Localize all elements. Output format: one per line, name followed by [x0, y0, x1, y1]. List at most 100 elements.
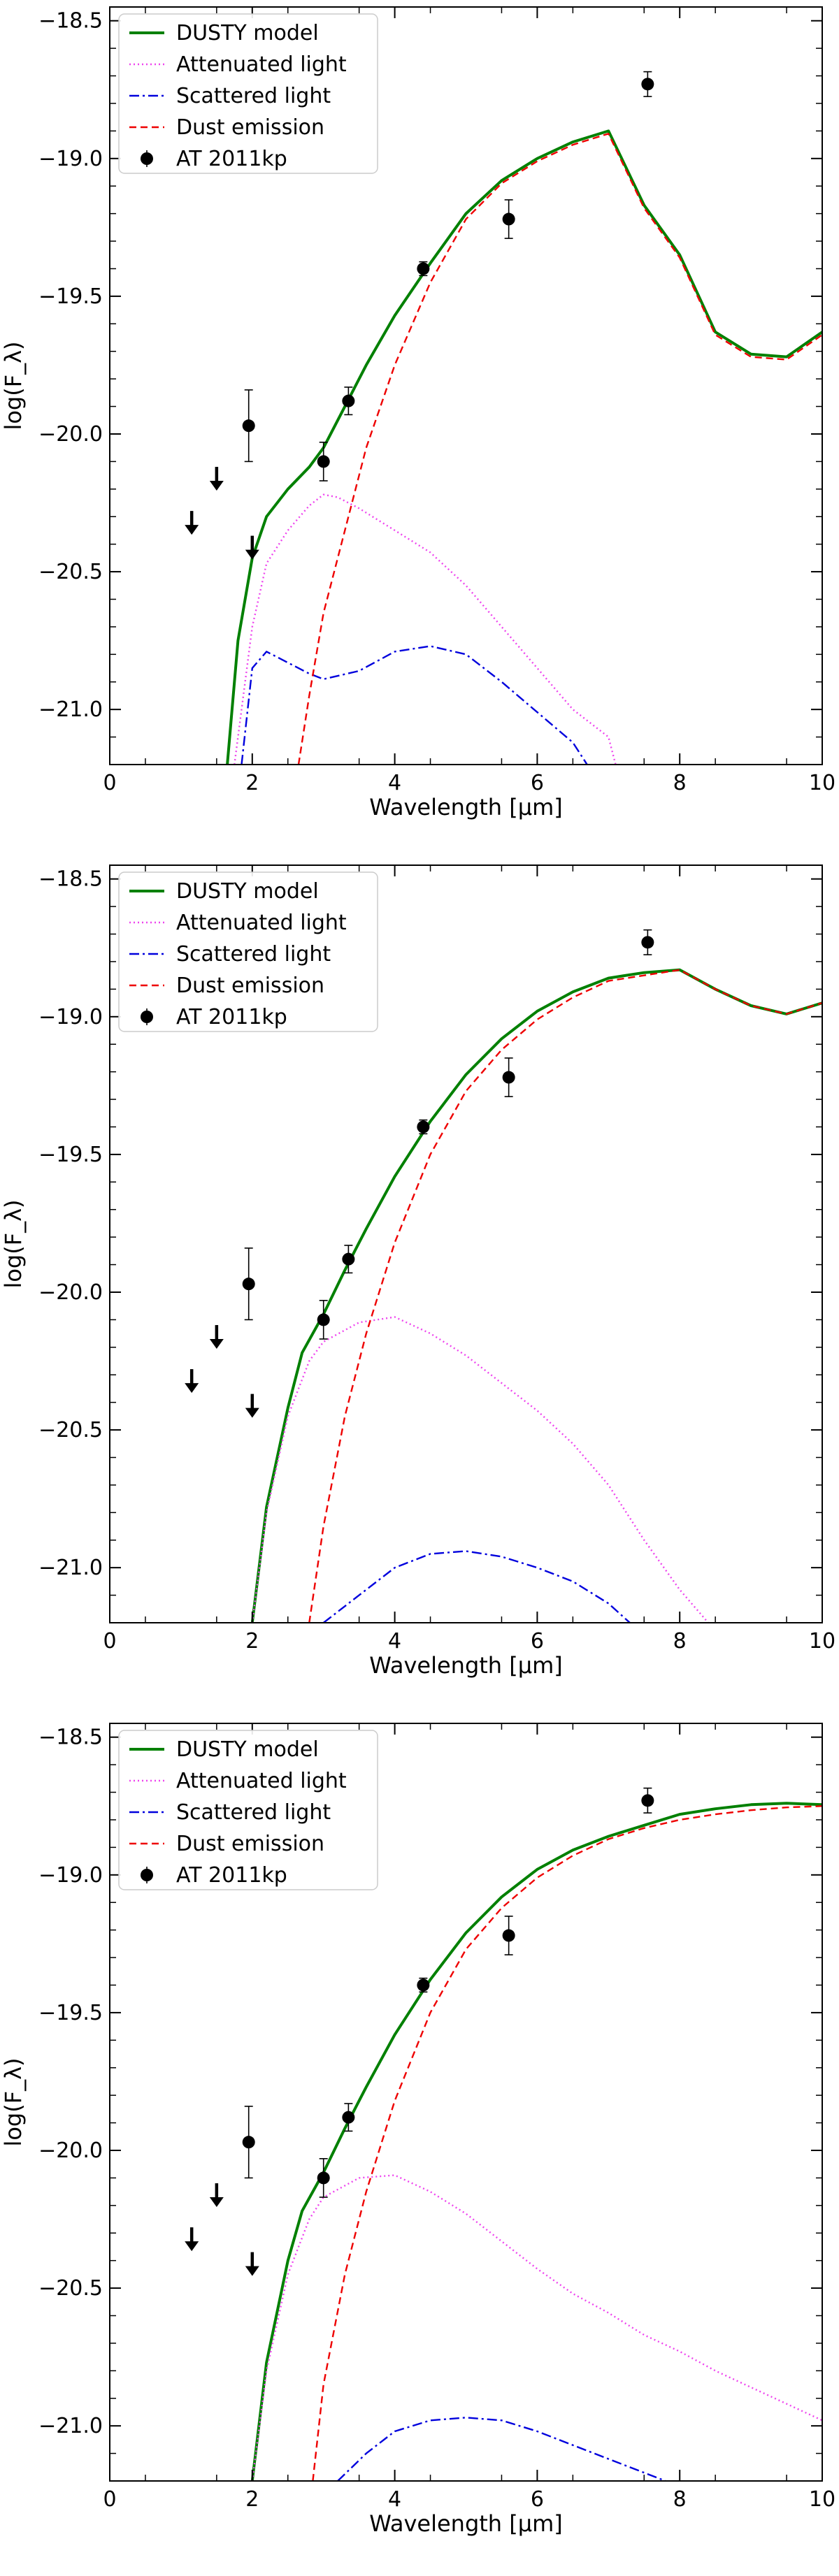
chart-1-x-tick-label: 0 — [103, 771, 116, 795]
chart-1-y-tick-label: −21.0 — [38, 697, 103, 722]
chart-3-observation-point-6 — [641, 1794, 654, 1807]
chart-1-x-tick-label: 4 — [388, 771, 401, 795]
chart-3-legend-label-2: Attenuated light — [176, 1769, 347, 1793]
chart-3-series-dust-emission — [312, 1805, 822, 2481]
chart-1-y-axis-label: log(F_λ) — [0, 341, 27, 430]
chart-1-series-group — [226, 129, 822, 765]
chart-3-x-tick-label: 6 — [531, 2487, 544, 2512]
chart-1-svg: 0 2 4 6 8 10 −18.5 −19.0 −19.5 −20.0 −20.5 −21.0 Wav… — [0, 6, 836, 820]
chart-2-legend-label-3: Scattered light — [176, 942, 331, 967]
chart-2-x-tick-label: 4 — [388, 1629, 401, 1654]
chart-2-observation-point-4 — [417, 1120, 430, 1134]
chart-panel-2: 0 2 4 6 8 10 −18.5 −19.0 −19.5 −20.0 −20.5 −21.0 Wav… — [0, 858, 839, 1716]
chart-2-x-tick-label: 6 — [531, 1629, 544, 1654]
chart-1-series-scattered-light — [241, 645, 588, 765]
chart-1-legend-label-1: DUSTY model — [176, 21, 319, 45]
chart-1-x-tick-label: 10 — [809, 771, 836, 795]
chart-2-x-axis-label: Wavelength [μm] — [369, 1652, 563, 1679]
chart-1-plot-frame — [109, 6, 823, 765]
chart-1-observation-point-5 — [502, 212, 515, 226]
chart-2-x-tick-label: 2 — [245, 1629, 259, 1654]
chart-3-observation-point-4 — [417, 1978, 430, 1992]
chart-3-legend-label-3: Scattered light — [176, 1800, 331, 1825]
chart-3-observation-point-2 — [317, 2171, 330, 2185]
chart-3-observation-point-3 — [342, 2111, 355, 2124]
chart-2-x-tick-label: 8 — [673, 1629, 687, 1654]
chart-1-legend-marker — [141, 152, 153, 165]
chart-3-y-tick-label: −20.0 — [38, 2139, 103, 2163]
chart-panel-3: 0 2 4 6 8 10 −18.5 −19.0 −19.5 −20.0 −20.5 −21.0 Wav… — [0, 1716, 839, 2575]
chart-3-legend-label-4: Dust emission — [176, 1832, 324, 1856]
chart-1-x-tick-label: 6 — [531, 771, 544, 795]
chart-2-y-tick-label: −20.5 — [38, 1418, 103, 1442]
chart-2-x-tick-label: 10 — [809, 1629, 836, 1654]
chart-1-observation-point-1 — [242, 419, 255, 433]
chart-2-series-group — [250, 968, 822, 1623]
chart-1-x-axis-label: Wavelength [μm] — [369, 794, 563, 820]
chart-2-y-tick-label: −19.0 — [38, 1005, 103, 1029]
chart-2-x-tick-label: 0 — [103, 1629, 116, 1654]
chart-2-y-tick-label: −19.5 — [38, 1143, 103, 1167]
chart-1-legend-label-5: AT 2011kp — [176, 147, 287, 171]
chart-1-y-tick-label: −19.5 — [38, 284, 103, 309]
chart-2-observation-point-2 — [317, 1313, 330, 1326]
chart-2-y-tick-label: −21.0 — [38, 1556, 103, 1580]
chart-2-series-attenuated-light — [251, 1316, 709, 1623]
chart-3-legend: DUSTY model Attenuated light Scattered lig… — [118, 1730, 378, 1890]
chart-2-legend-label-4: Dust emission — [176, 974, 324, 998]
chart-1-x-tick-label: 2 — [245, 771, 259, 795]
chart-3-x-tick-label: 4 — [388, 2487, 401, 2512]
chart-3-y-tick-label: −18.5 — [38, 1725, 103, 1750]
chart-3-x-tick-label: 8 — [673, 2487, 687, 2512]
chart-2-upper-limit-arrow-1 — [185, 1383, 199, 1394]
chart-1-y-tick-label: −19.0 — [38, 147, 103, 171]
chart-2-y-tick-label: −18.5 — [38, 867, 103, 892]
chart-2-observation-point-6 — [641, 936, 654, 949]
chart-2-y-axis-label: log(F_λ) — [0, 1199, 27, 1288]
chart-3-svg: 0 2 4 6 8 10 −18.5 −19.0 −19.5 −20.0 −20.5 −21.0 Wav… — [0, 1723, 836, 2537]
chart-1-series-dusty-model — [226, 129, 822, 765]
chart-3-upper-limit-arrow-3 — [245, 2266, 259, 2276]
chart-1-observation-point-3 — [342, 394, 355, 407]
chart-1-upper-limit-arrow-1 — [185, 525, 199, 535]
chart-3-legend-label-1: DUSTY model — [176, 1737, 319, 1762]
chart-3-x-tick-label: 10 — [809, 2487, 836, 2512]
chart-2-legend-marker — [141, 1011, 153, 1023]
chart-2-series-scattered-light — [322, 1550, 631, 1623]
chart-1-legend: DUSTY model Attenuated light Scattered lig… — [118, 13, 378, 174]
chart-1-legend-label-2: Attenuated light — [176, 52, 347, 77]
chart-3-y-tick-label: −21.0 — [38, 2414, 103, 2438]
chart-1-y-tick-label: −18.5 — [38, 9, 103, 34]
chart-2-upper-limit-arrow-3 — [245, 1408, 259, 1418]
chart-1-series-dust-emission — [297, 133, 822, 765]
chart-3-x-axis-label: Wavelength [μm] — [369, 2510, 563, 2537]
chart-1-observation-point-4 — [417, 262, 430, 275]
chart-3-x-tick-label: 0 — [103, 2487, 116, 2512]
chart-3-legend-label-5: AT 2011kp — [176, 1863, 287, 1888]
chart-2-observation-point-5 — [502, 1071, 515, 1084]
chart-3-series-scattered-light — [337, 2417, 666, 2481]
chart-3-x-tick-label: 2 — [245, 2487, 259, 2512]
chart-2-observation-point-3 — [342, 1252, 355, 1266]
chart-2-svg: 0 2 4 6 8 10 −18.5 −19.0 −19.5 −20.0 −20.5 −21.0 Wav… — [0, 864, 836, 1679]
chart-1-observation-point-2 — [317, 455, 330, 468]
chart-1-x-tick-label: 8 — [673, 771, 687, 795]
chart-2-legend-label-5: AT 2011kp — [176, 1005, 287, 1029]
chart-2-upper-limit-arrow-2 — [209, 1339, 224, 1349]
chart-3-observation-point-5 — [502, 1929, 515, 1942]
chart-1-observation-point-6 — [641, 78, 654, 91]
chart-2-series-dust-emission — [308, 969, 822, 1623]
chart-3-legend-marker — [141, 1869, 153, 1881]
chart-2-legend: DUSTY model Attenuated light Scattered lig… — [118, 871, 378, 1032]
chart-3-upper-limit-arrow-1 — [185, 2241, 199, 2252]
chart-2-legend-label-1: DUSTY model — [176, 879, 319, 904]
chart-3-y-tick-label: −20.5 — [38, 2276, 103, 2301]
chart-1-upper-limit-arrow-3 — [245, 549, 259, 560]
chart-2-y-tick-label: −20.0 — [38, 1280, 103, 1305]
chart-3-y-axis-label: log(F_λ) — [0, 2057, 27, 2146]
chart-3-observation-point-1 — [242, 2136, 255, 2149]
chart-2-observation-point-1 — [242, 1278, 255, 1291]
chart-1-y-tick-label: −20.5 — [38, 560, 103, 584]
chart-1-y-tick-label: −20.0 — [38, 422, 103, 447]
chart-1-series-attenuated-light — [234, 493, 617, 765]
